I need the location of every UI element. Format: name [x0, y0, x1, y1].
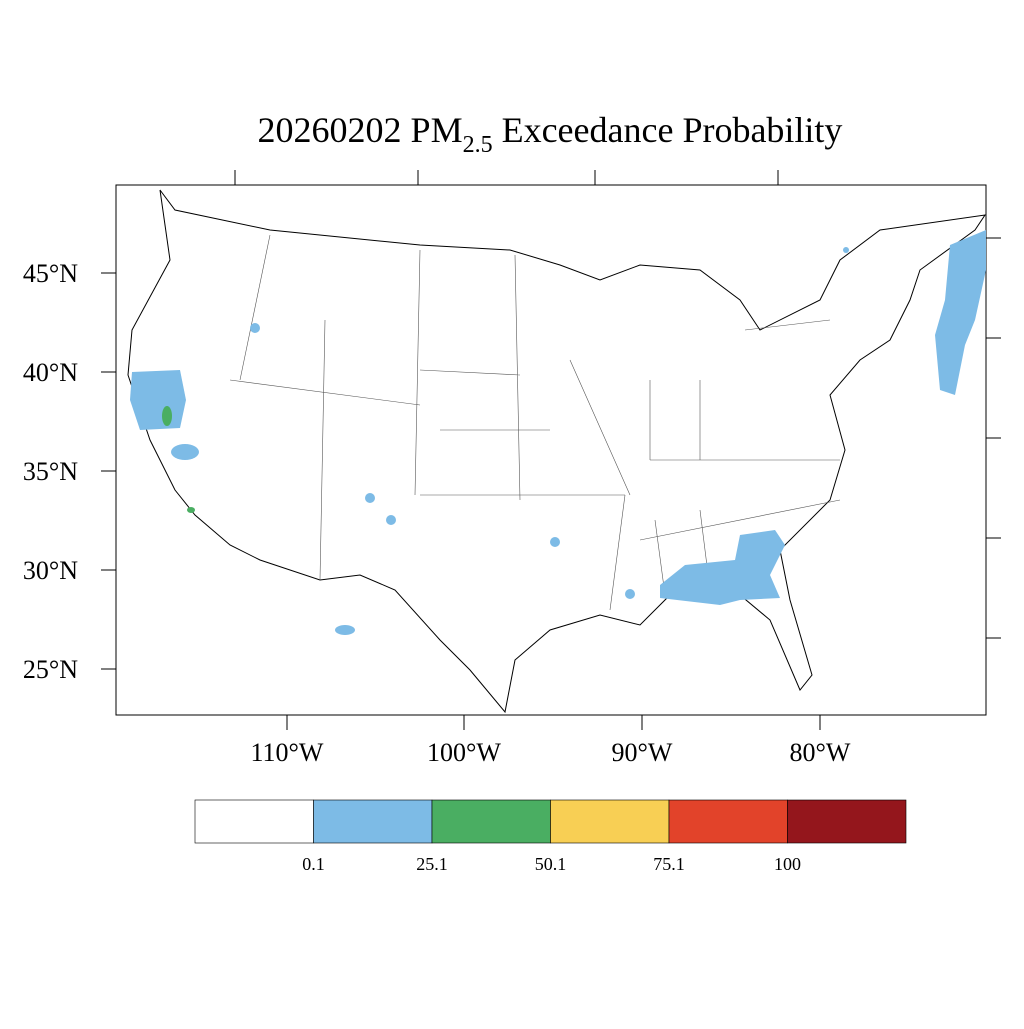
title-subscript: 2.5: [463, 132, 493, 158]
colorbar-box: [550, 799, 670, 844]
lat-label: 45°N: [23, 259, 78, 288]
colorbar-label: 100: [774, 854, 801, 874]
map-area: [101, 170, 1001, 730]
lon-label: 90°W: [612, 738, 673, 767]
colorbar-box: [431, 799, 551, 844]
country-outline: [127, 189, 987, 714]
lon-label: 110°W: [251, 738, 324, 767]
title-main: 20260202 PM: [258, 110, 463, 150]
lon-label: 80°W: [790, 738, 851, 767]
lat-label: 35°N: [23, 457, 78, 486]
colorbar-box: [668, 799, 788, 844]
colorbar-label: 0.1: [302, 854, 325, 874]
lon-label: 100°W: [427, 738, 501, 767]
axis-ticks: [101, 170, 1001, 730]
colorbar-box: [194, 799, 314, 844]
title-rest: Exceedance Probability: [502, 110, 843, 150]
colorbar-label: 75.1: [653, 854, 685, 874]
colorbar-box: [787, 799, 907, 844]
colorbar-label: 25.1: [416, 854, 448, 874]
probability-regions: [130, 230, 986, 635]
lat-label: 40°N: [23, 358, 78, 387]
axis-labels: 45°N 40°N 35°N 30°N 25°N 110°W 100°W 90°W 80°W: [23, 259, 851, 767]
colorbar-box: [313, 799, 433, 844]
lat-label: 25°N: [23, 655, 78, 684]
probability-regions-high: [162, 406, 195, 513]
title: 20260202 PM2.5 Exceedance Probability: [258, 110, 843, 158]
colorbar: 0.1 25.1 50.1 75.1 100: [194, 799, 907, 874]
state-lines: [229, 234, 841, 611]
colorbar-label: 50.1: [535, 854, 567, 874]
map-frame: [115, 184, 987, 716]
lat-label: 30°N: [23, 556, 78, 585]
